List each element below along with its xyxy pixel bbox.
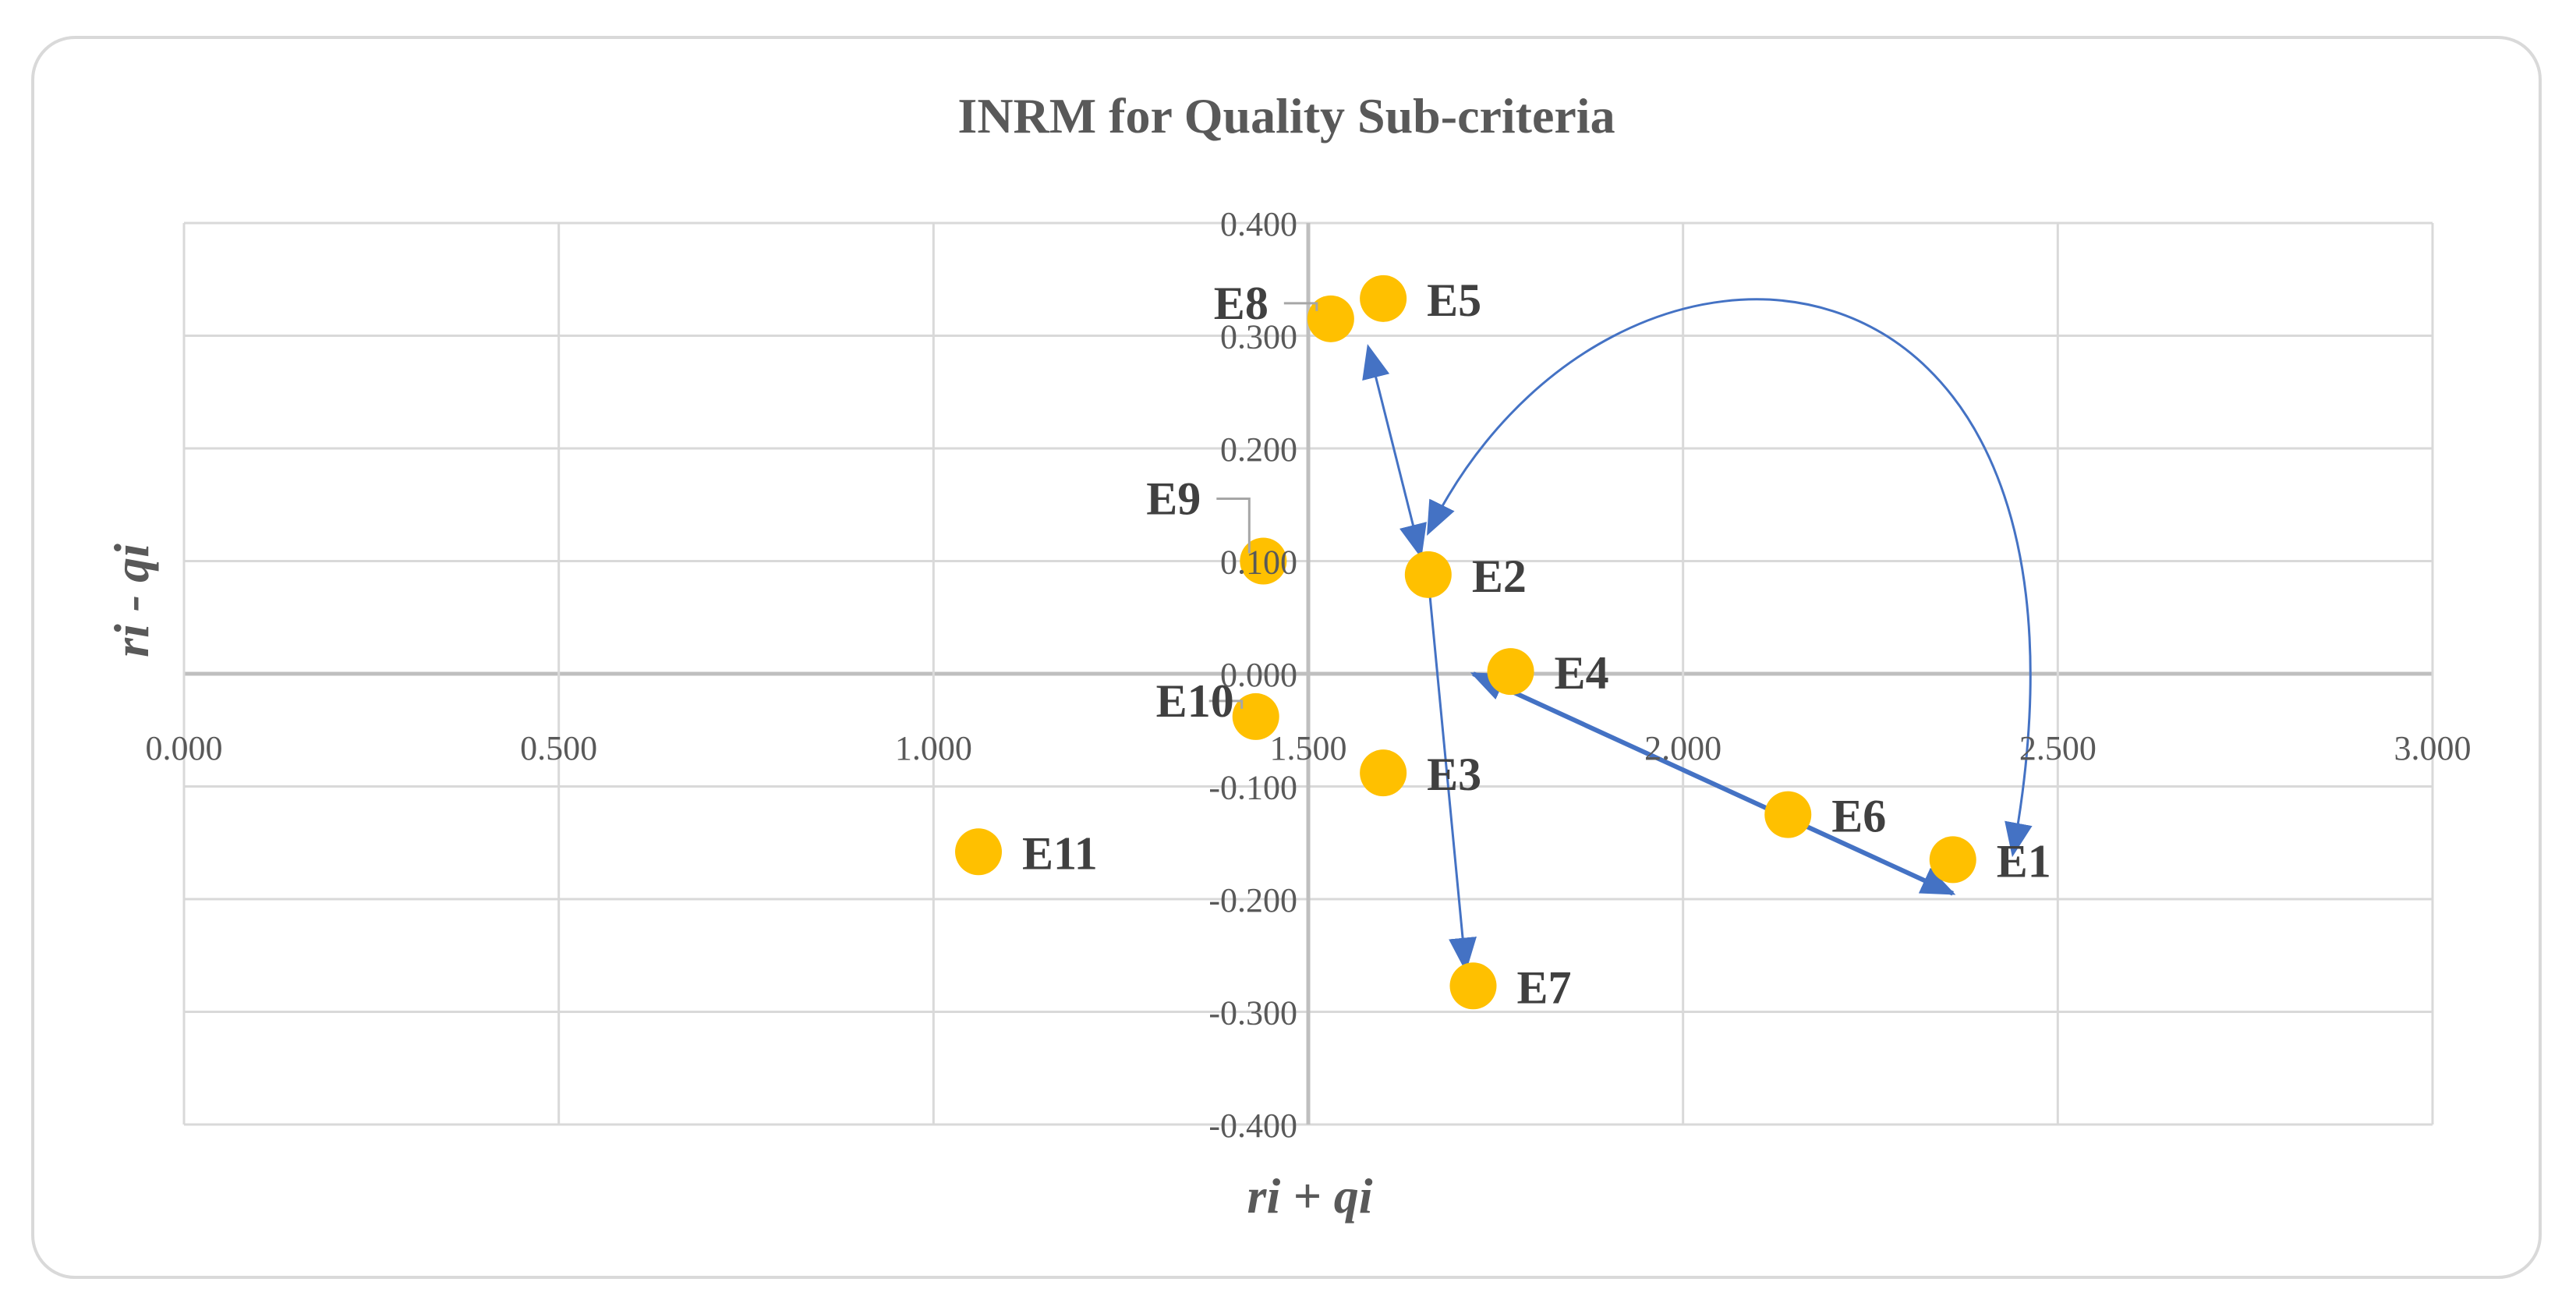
data-point-e10 bbox=[1232, 692, 1279, 740]
x-tick-label: 1.000 bbox=[895, 729, 972, 767]
x-tick-label: 0.000 bbox=[146, 729, 223, 767]
y-tick-label: -0.100 bbox=[1208, 769, 1297, 807]
data-points: E1 E2 E3 E4 E5 E6 E7 E8 E9 E10 E11 bbox=[955, 274, 2051, 1013]
y-tick-label: 0.100 bbox=[1220, 544, 1297, 582]
data-point-e3 bbox=[1360, 749, 1407, 797]
grid bbox=[182, 221, 2434, 1126]
x-tick-label: 2.000 bbox=[1644, 729, 1721, 767]
x-axis-title: ri + qi bbox=[1247, 1168, 1373, 1224]
point-label-e11: E11 bbox=[1022, 827, 1098, 879]
point-label-e1: E1 bbox=[1997, 835, 2051, 887]
y-axis-title: ri - qi bbox=[104, 544, 159, 657]
y-tick-label: 0.200 bbox=[1220, 430, 1297, 469]
data-point-e7 bbox=[1449, 962, 1497, 1010]
chart-title: INRM for Quality Sub-criteria bbox=[957, 88, 1615, 143]
point-label-e8: E8 bbox=[1214, 278, 1269, 329]
y-tick-label: 0.000 bbox=[1220, 656, 1297, 694]
point-label-e2: E2 bbox=[1472, 551, 1527, 602]
point-label-e10: E10 bbox=[1156, 675, 1234, 727]
data-point-e4 bbox=[1487, 648, 1534, 696]
label-leader bbox=[1283, 302, 1318, 311]
y-tick-label: 0.300 bbox=[1220, 318, 1297, 356]
label-leader bbox=[1216, 498, 1251, 554]
data-point-e1 bbox=[1929, 836, 1976, 884]
y-tick-label: -0.200 bbox=[1208, 881, 1297, 919]
x-tick-label: 1.500 bbox=[1270, 729, 1347, 767]
relation-arrow bbox=[1362, 344, 1427, 559]
point-label-e5: E5 bbox=[1427, 274, 1481, 326]
point-label-e4: E4 bbox=[1555, 647, 1609, 699]
data-point-e6 bbox=[1764, 791, 1812, 838]
tick-labels: 0.000 0.500 1.000 1.500 2.000 2.500 3.000 0.400… bbox=[146, 205, 2472, 1145]
y-tick-label: -0.400 bbox=[1208, 1107, 1297, 1145]
arrows bbox=[1362, 298, 2033, 972]
relation-arrow bbox=[1427, 298, 2033, 858]
data-point-e8 bbox=[1307, 295, 1354, 342]
y-tick-label: -0.300 bbox=[1208, 994, 1297, 1032]
x-tick-label: 2.500 bbox=[2019, 729, 2097, 767]
x-tick-label: 0.500 bbox=[520, 729, 597, 767]
y-axis-title-text: ri - qi bbox=[104, 544, 159, 657]
data-point-e5 bbox=[1360, 274, 1407, 322]
data-point-e11 bbox=[955, 828, 1003, 876]
x-tick-label: 3.000 bbox=[2394, 729, 2472, 767]
y-tick-label: 0.400 bbox=[1220, 205, 1297, 243]
chart-frame bbox=[31, 36, 2542, 1279]
label-leader bbox=[1208, 700, 1244, 709]
point-label-e9: E9 bbox=[1146, 473, 1201, 525]
data-point-e9 bbox=[1240, 537, 1287, 585]
point-label-e3: E3 bbox=[1427, 749, 1481, 800]
relation-arrow bbox=[1470, 671, 1956, 896]
point-label-e6: E6 bbox=[1831, 791, 1886, 842]
point-label-e7: E7 bbox=[1516, 962, 1571, 1013]
data-point-e2 bbox=[1404, 551, 1452, 598]
